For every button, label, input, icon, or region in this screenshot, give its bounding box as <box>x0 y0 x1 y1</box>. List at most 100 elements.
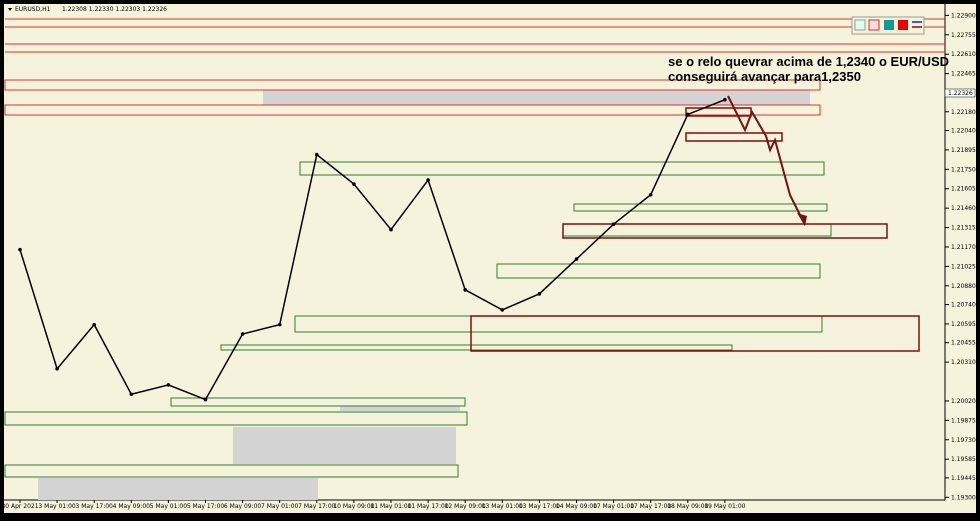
annotation: conseguirá avançar para1,2350 <box>668 69 861 84</box>
price-point <box>389 227 393 232</box>
green-zone <box>4 411 468 426</box>
price-point <box>352 182 356 186</box>
red-zone <box>4 79 821 91</box>
y-tick-label: 1.21315 <box>951 225 976 232</box>
tool-icon[interactable] <box>868 19 880 31</box>
price-point <box>463 288 468 292</box>
price-point <box>686 112 690 117</box>
symbol: EURUSD,H1 <box>15 6 51 13</box>
y-tick-label: 1.22900 <box>951 12 976 19</box>
darkred-zone <box>685 132 783 142</box>
y-tick-label: 1.21895 <box>951 147 976 154</box>
x-tick-label: 7 May 01:00 <box>261 503 299 510</box>
green-zone <box>4 464 459 478</box>
x-tick-label: 18 May 09:00 <box>667 503 708 510</box>
y-tick-label: 1.22040 <box>951 128 976 135</box>
y-tick-label: 1.20020 <box>951 398 976 405</box>
y-tick-label: 1.22610 <box>951 51 976 58</box>
price-point <box>315 152 319 157</box>
arrow-head <box>797 213 807 226</box>
chart-background <box>4 4 976 513</box>
y-tick-label: 1.19300 <box>951 494 976 501</box>
gray-zone <box>38 478 318 500</box>
price-line <box>19 99 726 401</box>
y-tick-label: 1.19585 <box>951 456 976 463</box>
x-tick-label: 3 May 01:00 <box>38 503 76 510</box>
y-tick-label: 1.20455 <box>951 340 976 347</box>
price-point <box>723 97 727 102</box>
x-tick-label: 4 May 09:00 <box>113 503 151 510</box>
price-point <box>18 247 22 252</box>
y-tick-label: 1.21605 <box>951 186 976 193</box>
y-tick-label: 1.21460 <box>951 205 976 212</box>
tool-icon[interactable] <box>912 26 922 28</box>
green-zone <box>220 344 733 351</box>
green-zone <box>299 161 825 176</box>
x-tick-label: 13 May 01:00 <box>482 503 523 510</box>
price-point <box>203 397 208 402</box>
x-tick-label: 12 May 09:00 <box>445 503 486 510</box>
x-tick-label: 14 May 09:00 <box>556 503 597 510</box>
price-point <box>240 332 245 336</box>
price-point <box>537 292 542 296</box>
x-tick-label: 6 May 09:00 <box>224 503 262 510</box>
x-tick-label: 17 May 17:00 <box>630 503 671 510</box>
x-tick-label: 11 May 01:00 <box>370 503 411 510</box>
gray-zone <box>340 406 460 411</box>
green-zone <box>496 263 821 279</box>
price-tag <box>944 88 976 98</box>
y-tick-label: 1.20595 <box>951 321 976 328</box>
darkred-zone <box>470 315 920 352</box>
annotation: se o relo quevrar acima de 1,2340 o EUR/… <box>668 54 949 69</box>
y-tick-label: 1.19445 <box>951 475 976 482</box>
x-tick-label: 19 May 01:00 <box>704 503 745 510</box>
price-label: 1.22326 <box>948 90 973 97</box>
projection-arrow <box>727 95 806 226</box>
price-point <box>426 178 430 182</box>
x-tick-label: 7 May 17:00 <box>298 503 336 510</box>
x-tick-label: 3 May 17:00 <box>76 503 114 510</box>
price-point <box>92 322 96 327</box>
ohlc: 1.22308 1.22330 1.22303 1.22326 <box>62 6 167 13</box>
y-tick-label: 1.22755 <box>951 32 976 39</box>
x-tick-label: 5 May 01:00 <box>150 503 188 510</box>
x-tick-label: 13 May 17:00 <box>519 503 560 510</box>
tool-icon[interactable] <box>898 20 908 30</box>
tool-icon[interactable] <box>884 20 894 30</box>
price-point <box>277 322 282 327</box>
price-point <box>129 392 134 397</box>
x-tick-label: 5 May 17:00 <box>187 503 225 510</box>
y-tick-label: 1.21025 <box>951 263 976 270</box>
zones <box>4 18 945 500</box>
price-point <box>166 383 171 387</box>
y-tick-label: 1.19875 <box>951 417 976 424</box>
price-point <box>55 367 59 371</box>
green-zone <box>170 397 466 407</box>
y-tick-label: 1.20740 <box>951 302 976 309</box>
tool-icon[interactable] <box>854 19 866 31</box>
tool-icon[interactable] <box>912 21 922 23</box>
y-tick-label: 1.20310 <box>951 359 976 366</box>
gray-zone <box>263 90 810 105</box>
price-point <box>648 192 653 197</box>
price-point <box>574 257 579 261</box>
y-tick-label: 1.21170 <box>951 244 976 251</box>
darkred-zone <box>562 223 888 239</box>
y-tick-label: 1.22465 <box>951 71 976 78</box>
x-tick-label: 10 May 09:00 <box>333 503 374 510</box>
red-zone <box>4 104 821 116</box>
y-tick-label: 1.22180 <box>951 109 976 116</box>
green-zone <box>573 203 828 212</box>
gray-zone <box>233 427 456 464</box>
x-tick-label: 11 May 17:00 <box>408 503 449 510</box>
y-tick-label: 1.20880 <box>951 283 976 290</box>
price-point <box>500 308 505 312</box>
x-tick-label: 17 May 01:00 <box>593 503 634 510</box>
menu-icon <box>8 8 12 11</box>
price-point <box>611 222 616 227</box>
y-tick-label: 1.19730 <box>951 437 976 444</box>
x-tick-label: 30 Apr 2021 <box>1 503 38 510</box>
y-tick-label: 1.21750 <box>951 166 976 173</box>
